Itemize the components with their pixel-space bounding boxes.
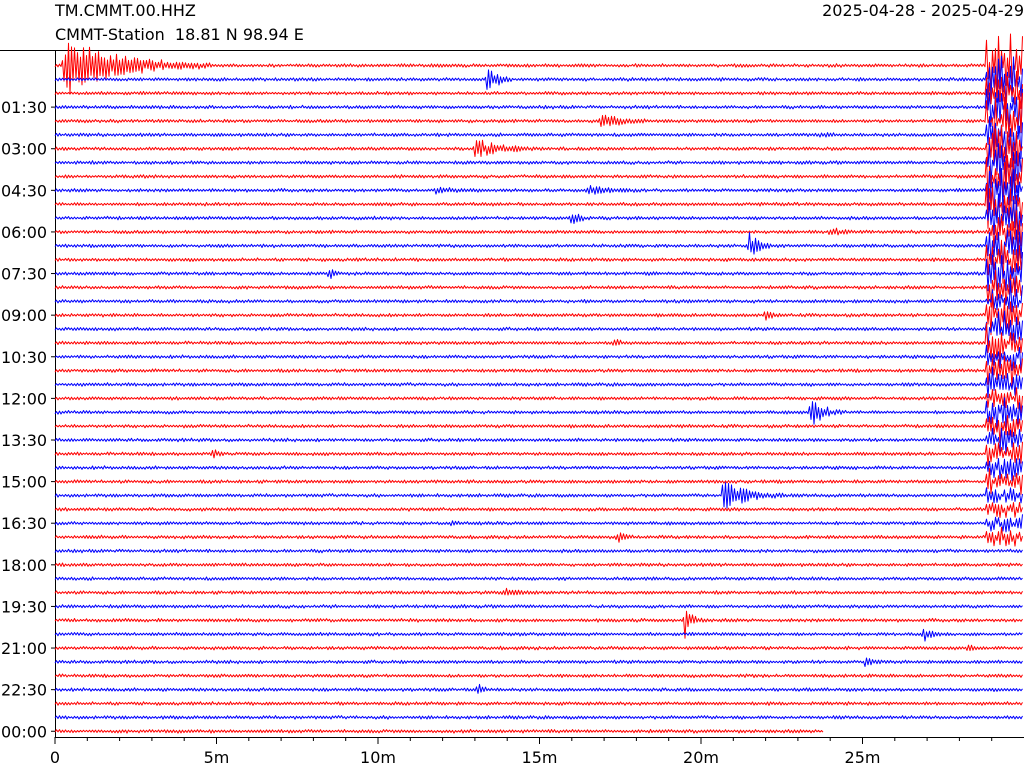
x-tick-label: 10m (360, 748, 396, 767)
trace-row-45 (54, 683, 1023, 694)
trace-row-0 (54, 33, 1023, 98)
trace-row-13 (54, 229, 1023, 265)
trace-row-3 (54, 88, 1023, 134)
trace-row-16 (54, 269, 1023, 308)
y-tick-label: 21:00 (1, 639, 47, 658)
seismic-traces (54, 33, 1023, 734)
trace-row-47 (54, 715, 1023, 720)
y-tick-label: 19:30 (1, 597, 47, 616)
y-tick-label: 04:30 (1, 181, 47, 200)
trace-row-10 (54, 183, 1023, 231)
trace-row-36 (54, 562, 1023, 568)
trace-row-11 (54, 193, 1023, 235)
y-tick-label: 22:30 (1, 681, 47, 700)
x-axis-ticks: 0 5m 10m 15m 20m 25m (50, 737, 993, 767)
trace-row-20 (54, 322, 1023, 363)
y-tick-label: 09:00 (1, 306, 47, 325)
trace-row-2 (54, 70, 1023, 115)
trace-row-41 (54, 628, 1023, 642)
trace-row-24 (54, 387, 1023, 414)
trace-row-8 (54, 155, 1023, 199)
trace-row-44 (54, 673, 1023, 679)
trace-row-34 (54, 526, 1023, 547)
trace-row-32 (54, 502, 1023, 519)
x-tick-label: 15m (522, 748, 558, 767)
trace-row-37 (54, 576, 1023, 581)
station-info-subtitle: CMMT-Station 18.81 N 98.94 E (55, 25, 304, 44)
trace-row-42 (54, 644, 1023, 652)
trace-row-7 (54, 143, 1023, 194)
trace-row-1 (54, 55, 1023, 105)
trace-row-9 (54, 168, 1023, 216)
trace-row-31 (54, 482, 1023, 509)
trace-row-15 (54, 251, 1023, 296)
station-code-title: TM.CMMT.00.HHZ (55, 1, 196, 20)
x-tick-label: 5m (204, 748, 230, 767)
y-axis-ticks: 01:30 03:00 04:30 06:00 07:30 09:00 10:30 12:00… (1, 98, 55, 741)
trace-row-38 (54, 587, 1023, 596)
y-tick-label: 10:30 (1, 348, 47, 367)
trace-row-48 (54, 728, 824, 734)
trace-row-14 (54, 239, 1023, 284)
trace-row-28 (54, 441, 1023, 467)
y-tick-label: 06:00 (1, 223, 47, 242)
trace-row-33 (54, 514, 1023, 533)
y-tick-label: 15:00 (1, 473, 47, 492)
trace-row-18 (54, 293, 1023, 336)
y-tick-label: 16:30 (1, 514, 47, 533)
trace-row-43 (54, 657, 1023, 667)
trace-row-27 (54, 427, 1023, 454)
x-tick-label: 0 (50, 748, 60, 767)
trace-row-39 (54, 604, 1023, 609)
trace-row-4 (54, 92, 1023, 148)
y-tick-label: 12:00 (1, 389, 47, 408)
trace-row-40 (54, 610, 1023, 639)
y-tick-label: 01:30 (1, 98, 47, 117)
trace-row-21 (54, 344, 1023, 372)
y-tick-label: 03:00 (1, 140, 47, 159)
trace-row-6 (54, 125, 1023, 175)
y-tick-label: 18:00 (1, 556, 47, 575)
date-range: 2025-04-28 - 2025-04-29 (822, 1, 1024, 20)
trace-row-5 (54, 116, 1023, 159)
trace-row-22 (54, 355, 1023, 389)
trace-row-46 (54, 701, 1023, 706)
trace-row-35 (54, 548, 1023, 554)
trace-row-25 (54, 397, 1023, 430)
x-tick-label: 20m (683, 748, 719, 767)
trace-row-23 (54, 366, 1023, 399)
trace-row-29 (54, 458, 1023, 482)
trace-row-26 (54, 415, 1023, 443)
trace-row-19 (54, 310, 1023, 347)
y-tick-label: 07:30 (1, 265, 47, 284)
x-tick-label: 25m (845, 748, 881, 767)
trace-row-30 (54, 468, 1023, 495)
trace-row-17 (54, 280, 1023, 313)
y-tick-label: 13:30 (1, 431, 47, 450)
y-tick-label: 00:00 (1, 722, 47, 741)
trace-row-12 (54, 210, 1023, 251)
